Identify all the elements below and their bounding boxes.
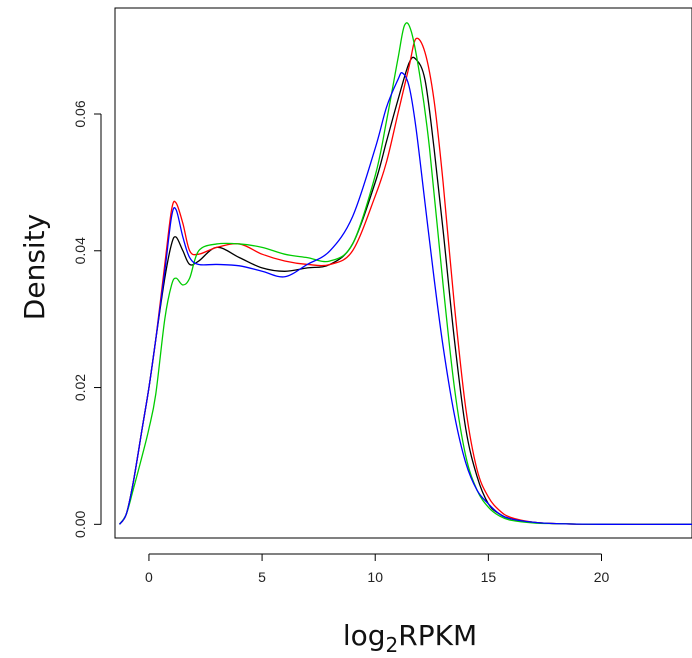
x-tick-label: 15	[481, 569, 497, 585]
series-line-4	[118, 72, 692, 526]
series-line-3	[118, 22, 692, 526]
y-tick-label: 0.04	[72, 237, 88, 264]
y-tick-label: 0.06	[72, 100, 88, 127]
series-line-1	[118, 56, 692, 526]
series-line-2	[118, 37, 692, 526]
y-tick-label: 0.02	[72, 374, 88, 401]
x-tick-label: 5	[258, 569, 266, 585]
x-tick-label: 10	[367, 569, 383, 585]
y-tick-label: 0.00	[72, 510, 88, 537]
x-axis-title-rest: RPKM	[398, 619, 477, 652]
x-axis-title: log2RPKM	[343, 619, 477, 657]
x-axis-title-main: log	[343, 619, 386, 652]
x-tick-label: 20	[594, 569, 610, 585]
x-axis: 0 5 10 15 20	[145, 553, 610, 585]
y-axis: 0.00 0.02 0.04 0.06	[72, 100, 102, 538]
series-layer	[118, 22, 692, 526]
y-axis-title: Density	[18, 214, 51, 320]
x-tick-label: 0	[145, 569, 153, 585]
x-axis-title-sub: 2	[386, 633, 399, 657]
plot-frame	[114, 7, 692, 539]
